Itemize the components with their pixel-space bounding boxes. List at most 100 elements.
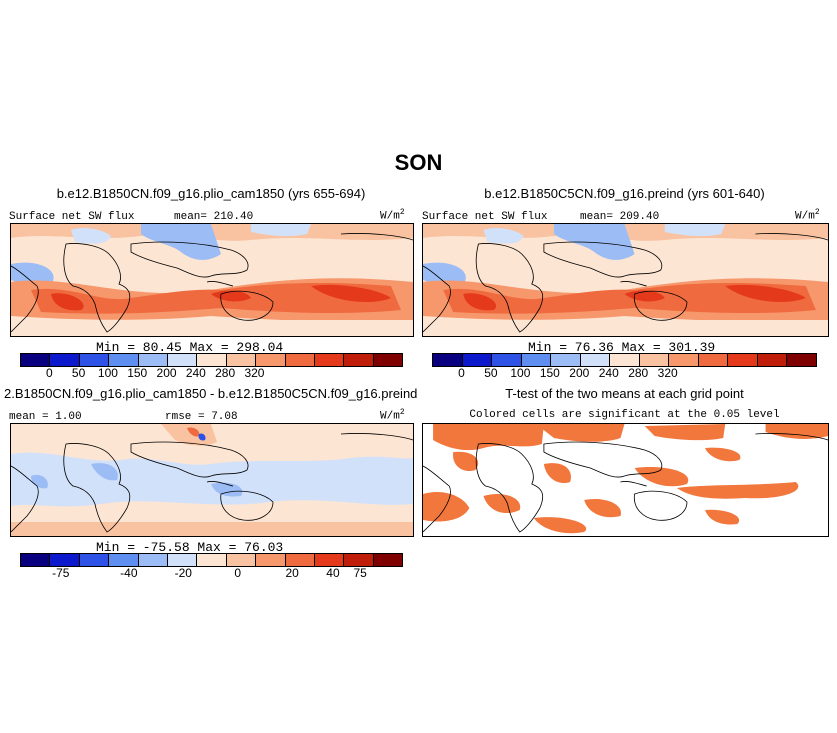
colorbar-swatch bbox=[21, 354, 51, 366]
colorbar-swatch bbox=[138, 554, 168, 566]
colorbar-tick-label: 240 bbox=[185, 366, 206, 380]
panel4-title: T-test of the two means at each grid poi… bbox=[505, 386, 744, 401]
asia-coast bbox=[543, 441, 663, 478]
colorbar-swatch bbox=[21, 554, 51, 566]
colorbar-swatch bbox=[256, 554, 286, 566]
africa-coast bbox=[475, 443, 544, 533]
colorbar-tick-label: -75 bbox=[52, 566, 70, 580]
australia-coast bbox=[220, 490, 274, 521]
colorbar-swatch bbox=[757, 354, 788, 366]
panel2-colorbar-ticks: 0 50 100 150 200 240 280 320 bbox=[432, 366, 815, 382]
colorbar-swatch bbox=[197, 554, 227, 566]
colorbar-tick-label: 320 bbox=[244, 366, 265, 380]
colorbar-swatch bbox=[344, 554, 374, 566]
panel3-minmax: Min = -75.58 Max = 76.03 bbox=[96, 540, 284, 555]
panel3-map bbox=[10, 423, 414, 537]
colorbar-swatch bbox=[314, 354, 345, 366]
panel4-subtitle: Colored cells are significant at the 0.0… bbox=[469, 409, 780, 421]
colorbar-swatch bbox=[226, 354, 257, 366]
tropical-core bbox=[31, 283, 401, 314]
asia-coast bbox=[543, 241, 663, 278]
colorbar-tick-label: 0 bbox=[45, 366, 53, 380]
panel2-variable-label: Surface net SW flux bbox=[422, 211, 548, 223]
panel1-colorbar-ticks: 0 50 100 150 200 240 280 320 bbox=[20, 366, 401, 382]
colorbar-swatch bbox=[580, 354, 611, 366]
colorbar-swatch bbox=[344, 354, 374, 366]
coastlines bbox=[423, 433, 828, 533]
panel1-mean-label: mean= 210.40 bbox=[174, 211, 254, 223]
panel4-map bbox=[422, 423, 829, 537]
south-america-coast bbox=[423, 265, 451, 333]
panel2-title: b.e12.B1850C5CN.f09_g16.preind (yrs 601-… bbox=[484, 186, 765, 201]
indonesia-coast bbox=[206, 281, 234, 287]
australia-coast bbox=[220, 290, 274, 321]
colorbar-swatch bbox=[373, 354, 403, 366]
panel2-mean-label: mean= 209.40 bbox=[580, 211, 660, 223]
coastlines bbox=[11, 433, 413, 533]
panel2-minmax: Min = 76.36 Max = 301.39 bbox=[528, 340, 716, 355]
colorbar-swatch bbox=[314, 554, 345, 566]
colorbar-tick-label: 240 bbox=[598, 366, 619, 380]
colorbar-swatch bbox=[551, 354, 581, 366]
colorbar-tick-label: 150 bbox=[127, 366, 148, 380]
panel1-variable-label: Surface net SW flux bbox=[9, 211, 135, 223]
colorbar-tick-label: -40 bbox=[120, 566, 138, 580]
colorbar-swatch bbox=[521, 354, 552, 366]
colorbar-swatch bbox=[256, 354, 286, 366]
colorbar-tick-label: 320 bbox=[657, 366, 678, 380]
panel2-units: W/m2 bbox=[795, 208, 820, 223]
colorbar-swatch bbox=[669, 354, 699, 366]
asia-cloud-region bbox=[141, 224, 221, 260]
colorbar-swatch bbox=[197, 354, 227, 366]
colorbar-tick-label: 280 bbox=[628, 366, 649, 380]
colorbar-swatch bbox=[138, 354, 168, 366]
colorbar-tick-label: 0 bbox=[458, 366, 465, 380]
colorbar-swatch bbox=[787, 354, 816, 366]
colorbar-swatch bbox=[167, 354, 198, 366]
australia-coast bbox=[633, 290, 688, 321]
panel3-colorbar-ticks: -75 -40 -20 0 20 40 75 bbox=[20, 566, 401, 582]
colorbar-tick-label: 50 bbox=[71, 366, 86, 380]
colorbar-tick-label: 100 bbox=[510, 366, 531, 380]
coastlines bbox=[11, 233, 413, 333]
asia-coast bbox=[130, 441, 249, 478]
tropical-core bbox=[443, 283, 816, 314]
africa-coast bbox=[63, 243, 131, 333]
colorbar-swatch bbox=[639, 354, 670, 366]
colorbar-swatch bbox=[50, 354, 80, 366]
colorbar-tick-label: 40 bbox=[326, 566, 340, 580]
positive-regions bbox=[11, 424, 413, 536]
colorbar-swatch bbox=[167, 554, 198, 566]
colorbar-tick-label: 200 bbox=[569, 366, 590, 380]
colorbar-swatch bbox=[373, 554, 403, 566]
significant-cells bbox=[423, 424, 828, 534]
southern-ocean bbox=[423, 320, 828, 336]
panel2-colorbar bbox=[432, 353, 817, 367]
north-america-coast bbox=[340, 233, 413, 241]
panel1-units: W/m2 bbox=[380, 208, 405, 223]
colorbar-swatch bbox=[433, 354, 463, 366]
south-america-coast bbox=[423, 465, 451, 533]
colorbar-tick-label: 200 bbox=[156, 366, 177, 380]
panel3-colorbar bbox=[20, 553, 403, 567]
negative-patches bbox=[31, 463, 243, 497]
colorbar-swatch bbox=[610, 354, 640, 366]
negative-max bbox=[198, 433, 206, 441]
south-america-coast bbox=[11, 465, 39, 533]
colorbar-swatch bbox=[698, 354, 729, 366]
colorbar-swatch bbox=[285, 354, 315, 366]
colorbar-tick-label: 100 bbox=[97, 366, 118, 380]
indonesia-coast bbox=[206, 481, 234, 487]
north-america-coast bbox=[755, 433, 828, 441]
colorbar-tick-label: 20 bbox=[285, 566, 299, 580]
colorbar-tick-label: 280 bbox=[215, 366, 236, 380]
colorbar-swatch bbox=[226, 554, 257, 566]
indonesia-coast bbox=[620, 281, 647, 287]
colorbar-tick-label: 75 bbox=[353, 566, 367, 580]
colorbar-swatch bbox=[492, 354, 522, 366]
australia-coast bbox=[633, 490, 688, 521]
indonesia-coast bbox=[620, 481, 647, 487]
colorbar-swatch bbox=[79, 354, 110, 366]
panel1-map bbox=[10, 223, 414, 337]
pacific-north bbox=[664, 224, 726, 237]
